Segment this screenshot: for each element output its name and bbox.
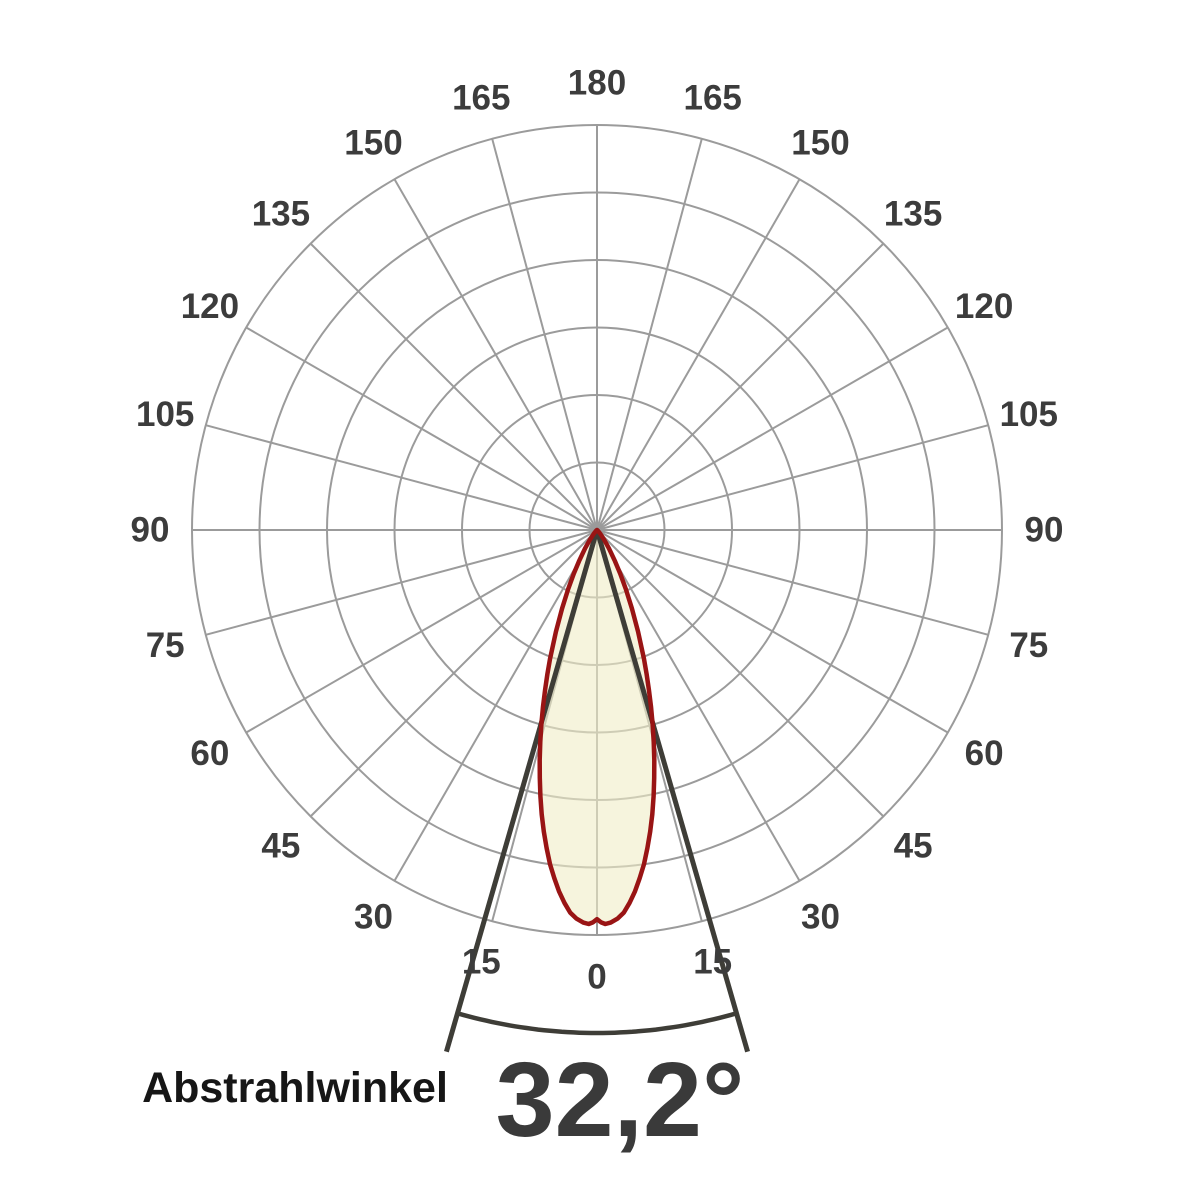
grid-radial xyxy=(309,242,598,531)
grid-radial xyxy=(245,529,598,734)
beam-angle-arc xyxy=(456,1011,738,1036)
angle-tick-label: 0 xyxy=(587,958,606,997)
angle-tick-label: 90 xyxy=(131,511,170,550)
angle-tick-label: 75 xyxy=(146,626,185,665)
angle-tick-labels: 0 15 15 30 30 45 45 60 60 75 75 90 90 105 105 120 120 135… xyxy=(131,64,1064,997)
angle-tick-label: 165 xyxy=(683,79,741,118)
intensity-lobe-fill xyxy=(539,530,655,924)
grid-radial xyxy=(393,178,598,531)
angle-tick-label: 60 xyxy=(965,734,1004,773)
grid-radial xyxy=(205,529,598,636)
angle-tick-label: 105 xyxy=(136,395,194,434)
angle-tick-label: 15 xyxy=(462,942,501,981)
angle-tick-label: 45 xyxy=(261,827,300,866)
angle-tick-label: 150 xyxy=(791,123,849,162)
beam-angle-marker xyxy=(444,529,750,1053)
angle-tick-label: 165 xyxy=(452,79,510,118)
grid-radial xyxy=(596,424,989,531)
angle-tick-label: 45 xyxy=(894,827,933,866)
beam-angle-line-left xyxy=(444,529,600,1053)
beam-angle-caption: Abstrahlwinkel xyxy=(142,1064,448,1112)
grid-radial xyxy=(596,242,885,531)
angle-tick-label: 75 xyxy=(1009,626,1048,665)
grid-radial xyxy=(491,138,598,531)
beam-angle-line-right xyxy=(594,529,750,1053)
grid-radial xyxy=(596,529,885,818)
angle-tick-label: 30 xyxy=(354,898,393,937)
angle-tick-label: 15 xyxy=(693,942,732,981)
grid-radial xyxy=(309,529,598,818)
angle-tick-label: 135 xyxy=(252,194,310,233)
beam-lobe-fill xyxy=(539,530,655,924)
grid-radial xyxy=(596,529,801,882)
angle-tick-label: 30 xyxy=(801,898,840,937)
grid-radial xyxy=(596,529,989,636)
grid-radial xyxy=(205,424,598,531)
angle-tick-label: 90 xyxy=(1025,511,1064,550)
grid-radial xyxy=(596,529,949,734)
grid-radial xyxy=(393,529,598,882)
angle-tick-label: 120 xyxy=(955,287,1013,326)
angle-tick-label: 150 xyxy=(344,123,402,162)
grid-radial xyxy=(596,138,703,531)
grid-radial xyxy=(596,326,949,531)
beam-lobe-outline xyxy=(537,527,657,927)
angle-tick-label: 60 xyxy=(190,734,229,773)
intensity-lobe-outline xyxy=(537,527,657,927)
angle-tick-label: 180 xyxy=(568,64,626,103)
grid-radial xyxy=(596,178,801,531)
angle-tick-label: 105 xyxy=(1000,395,1058,434)
grid-radial xyxy=(245,326,598,531)
beam-angle-value: 32,2° xyxy=(496,1041,745,1159)
angle-tick-label: 135 xyxy=(884,194,942,233)
angle-tick-label: 120 xyxy=(181,287,239,326)
